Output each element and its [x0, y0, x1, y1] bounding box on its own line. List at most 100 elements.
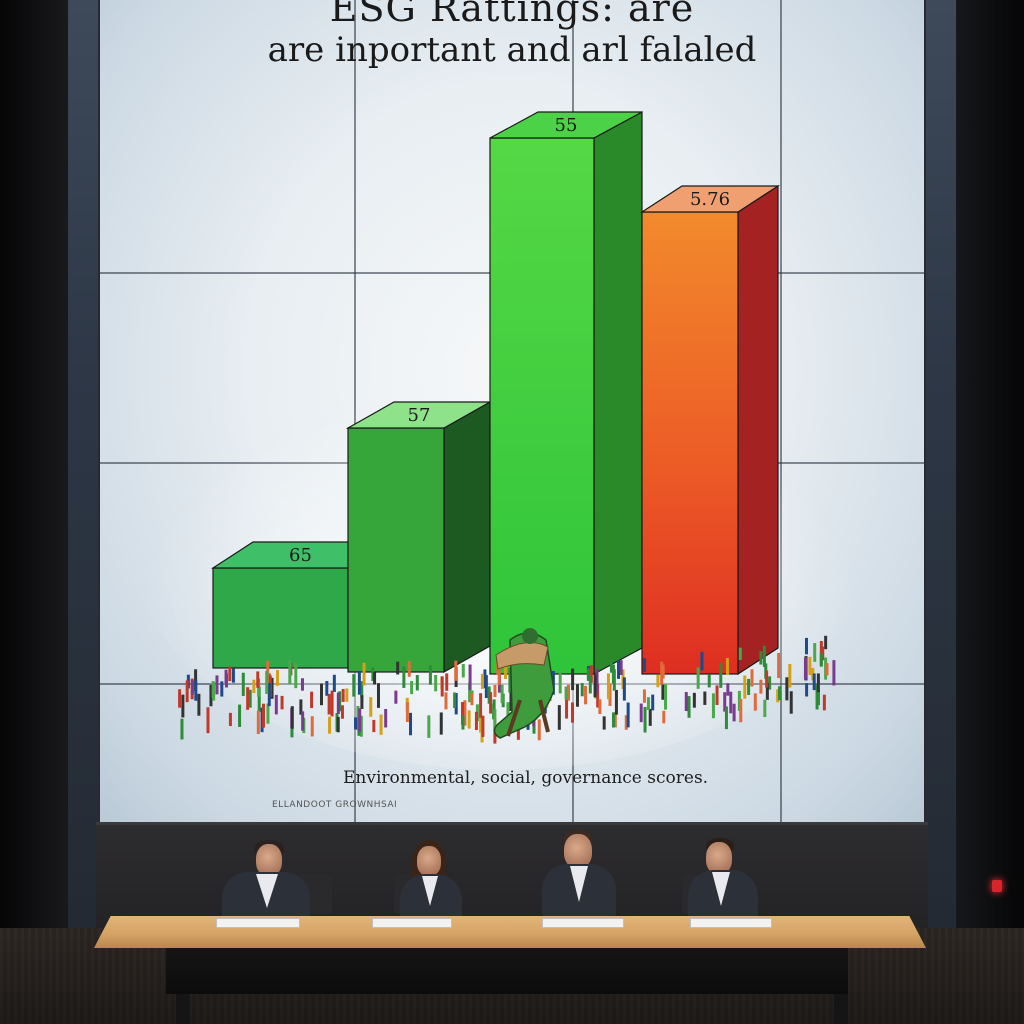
crowd-person	[739, 699, 743, 723]
crowd-person	[372, 719, 376, 733]
crowd-person	[481, 715, 485, 737]
crowd-person	[194, 680, 198, 701]
crowd-person	[580, 683, 584, 697]
crowd-person	[687, 696, 691, 718]
crowd-person	[274, 694, 278, 715]
esg-bar-chart: 65 57 55 5.76	[140, 110, 860, 770]
crowd-person	[723, 692, 727, 712]
crowd-person	[410, 681, 414, 695]
crowd-person	[642, 689, 646, 703]
crowd-person	[822, 694, 826, 711]
crowd-person	[360, 681, 364, 698]
crowd-person	[816, 673, 820, 693]
chart-caption: Environmental, social, governance scores…	[343, 768, 709, 788]
crowd-person	[789, 691, 793, 714]
crowd-person	[813, 643, 817, 662]
bar-value-label: 5.76	[690, 189, 730, 210]
crowd-person	[611, 712, 615, 728]
crowd-person	[832, 660, 836, 686]
crowd-person	[470, 692, 474, 706]
crowd-person	[743, 675, 747, 699]
crowd-person	[612, 669, 616, 691]
crowd-person	[624, 715, 628, 730]
bar-value-label: 57	[408, 405, 431, 426]
crowd-person	[246, 687, 250, 710]
crowd-person	[500, 684, 504, 704]
crowd-person	[557, 705, 561, 730]
crowd-person	[468, 682, 472, 703]
crowd-person	[778, 686, 782, 701]
crowd-person	[696, 667, 700, 689]
crowd-person	[178, 689, 182, 708]
stage-back-wall	[96, 822, 928, 932]
crowd-person	[440, 676, 444, 697]
crowd-person	[753, 693, 757, 711]
crowd-person	[765, 670, 769, 688]
crowd-person	[564, 686, 568, 700]
table-leg	[834, 994, 848, 1024]
crowd-person	[750, 669, 754, 687]
crowd-person	[461, 664, 465, 678]
crowd-person	[707, 674, 711, 688]
crowd-person	[664, 684, 668, 710]
crowd-person	[461, 702, 465, 725]
crowd-person	[468, 664, 472, 691]
crowd-person	[467, 710, 471, 729]
crowd-person	[358, 708, 362, 732]
crowd-person	[369, 697, 373, 717]
crowd-person	[409, 712, 413, 736]
crowd-person	[700, 651, 704, 671]
artist-signature: ELLANDOOT GROWNHSAI	[272, 800, 398, 810]
bar-top	[639, 185, 781, 213]
crowd-person	[415, 675, 419, 691]
crowd-person	[489, 692, 493, 714]
chart-title-line-2: are inportant and arl falaled	[267, 30, 757, 70]
crowd-person	[759, 651, 763, 665]
name-placard	[542, 918, 624, 928]
crowd-person	[617, 660, 621, 679]
bar	[347, 427, 445, 673]
crowd-person	[265, 670, 269, 694]
crowd-person	[692, 692, 696, 708]
table-leg	[176, 994, 190, 1024]
crowd-person	[224, 673, 228, 688]
crowd-person	[656, 674, 660, 688]
crowd-person	[816, 689, 820, 706]
crowd-person	[506, 702, 510, 726]
crowd-person	[360, 695, 364, 709]
crowd-person	[373, 672, 377, 685]
crowd-person	[384, 709, 388, 728]
crowd-person	[646, 697, 650, 711]
crowd-person	[336, 716, 340, 733]
chart-title-line-1: ESG Rattings: are	[329, 0, 695, 30]
crowd-person	[359, 715, 363, 737]
name-placard	[216, 918, 300, 928]
crowd-person	[275, 670, 279, 686]
crowd-person	[231, 668, 235, 683]
crowd-person	[763, 699, 767, 718]
crowd-person	[266, 703, 270, 724]
crowd-person	[715, 685, 719, 705]
crowd-person	[310, 716, 314, 737]
crowd-person	[310, 691, 314, 709]
crowd-person	[558, 671, 562, 694]
crowd-person	[819, 653, 823, 667]
crowd-person	[608, 683, 612, 706]
crowd-person	[726, 683, 730, 696]
crowd-person	[575, 684, 579, 707]
crowd-person	[197, 693, 201, 716]
crowd-person	[626, 702, 630, 728]
crowd-person	[241, 672, 245, 696]
name-placard	[372, 918, 452, 928]
crowd-person	[808, 656, 812, 676]
crowd-person	[301, 711, 305, 731]
walking-figure	[493, 628, 555, 739]
crowd-person	[463, 700, 467, 726]
crowd-person	[330, 690, 334, 717]
table-skirt	[166, 948, 848, 994]
bar	[641, 211, 739, 675]
crowd-person	[759, 679, 763, 694]
crowd-person	[439, 712, 443, 735]
crowd-person	[589, 665, 593, 683]
crowd-person	[474, 711, 478, 731]
